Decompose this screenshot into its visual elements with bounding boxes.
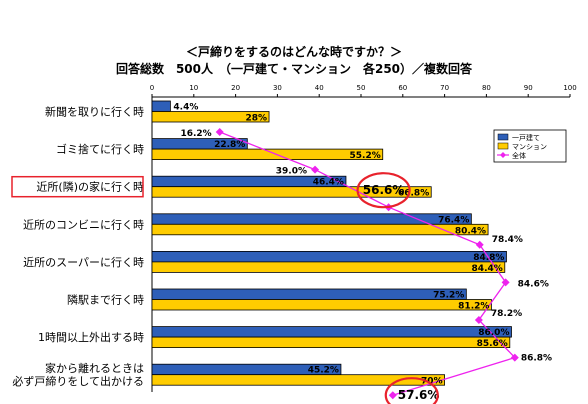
x-tick-label: 80 [482,84,491,92]
legend-label: マンション [512,143,547,151]
label-house: 75.2% [433,291,464,301]
highlight-circle [384,377,439,404]
x-tick-label: 30 [273,84,282,92]
label-mansion: 80.4% [455,226,486,236]
x-tick-label: 60 [398,84,407,92]
category-highlight-box [11,175,144,198]
label-total: 78.4% [492,235,523,245]
category-label: 必ず戸締りをして出かける [12,374,144,388]
label-house: 4.4% [173,103,198,113]
label-total: 78.2% [491,309,522,319]
x-tick-label: 90 [524,84,533,92]
x-tick-label: 70 [440,84,449,92]
bar-house [151,100,171,112]
category-label: 近所のコンビニに行く時 [23,218,144,231]
total-marker [501,278,510,287]
category-label: 1時間以上外出する時 [38,330,144,344]
total-series-line [219,131,517,396]
x-tick-label: 40 [315,84,324,92]
highlight-circle [356,172,411,209]
label-mansion: 66.8% [398,189,429,199]
bar-mansion [151,261,506,273]
bar-house [151,288,467,300]
bar-house [151,213,472,225]
bar-house [151,326,512,338]
total-marker [311,165,320,174]
label-house: 22.8% [214,140,245,150]
legend-label: 一戸建て [512,133,540,142]
legend-marker [500,152,506,158]
label-mansion: 28% [245,114,267,124]
total-marker [510,353,519,362]
total-marker [474,316,483,324]
label-total: 56.6% [363,183,405,197]
label-house: 46.4% [313,178,344,188]
label-mansion: 70% [421,377,443,387]
bar-house [151,250,507,263]
bars [151,100,512,386]
x-tick-label: 100 [563,84,576,92]
category-labels: 新聞を取りに行く時ゴミ捨てに行く時近所(隣)の家に行く時近所のコンビニに行く時近… [11,105,144,388]
category-label: 近所のスーパーに行く時 [23,256,144,269]
label-mansion: 85.6% [477,339,508,349]
label-mansion: 55.2% [350,151,381,161]
label-house: 86.0% [478,328,509,338]
total-marker [215,128,224,136]
x-tick-label: 0 [150,84,154,92]
x-axis-ticks: 0 10 20 30 40 50 60 70 80 90 100 [150,84,577,97]
bar-mansion [151,186,432,198]
category-label: 近所(隣)の家に行く時 [36,180,144,194]
label-house: 84.8% [473,253,504,263]
label-total: 86.8% [521,354,552,364]
bar-mansion [151,111,270,123]
label-total: 84.6% [518,279,549,289]
bar-mansion [151,299,492,311]
bar-mansion [151,374,446,386]
label-house: 76.4% [438,215,469,225]
bar-mansion [151,223,489,236]
label-total: 57.6% [398,388,440,402]
category-label: 家から離れるときは [45,361,144,375]
chart-subtitle: 回答総数 500人 （一戸建て・マンション 各250）／複数回答 [116,61,473,76]
label-mansion: 84.4% [472,264,503,274]
label-total: 39.0% [276,167,307,177]
label-house: 45.2% [308,366,339,376]
legend-swatch [497,142,509,150]
category-label: 隣駅まで行く時 [67,293,144,307]
x-tick-label: 10 [189,84,198,92]
legend-label: 全体 [512,151,526,160]
chart-title: ＜戸締りをするのはどんな時ですか？＞ [186,44,402,59]
category-label: 新聞を取りに行く時 [45,105,144,119]
x-tick-label: 20 [231,84,240,92]
x-tick-label: 50 [357,84,366,92]
label-total: 16.2% [180,129,211,139]
total-marker [475,240,484,249]
label-mansion: 81.2% [458,302,489,312]
bar-mansion [151,148,384,161]
total-marker [388,391,397,400]
legend-swatch [497,133,509,141]
category-label: ゴミ捨てに行く時 [56,142,144,156]
data-labels: 4.4% 28% 16.2%22.8% 55.2% 39.0% 46.4% 66.8%56.… [173,103,552,404]
bar-mansion [151,336,511,349]
